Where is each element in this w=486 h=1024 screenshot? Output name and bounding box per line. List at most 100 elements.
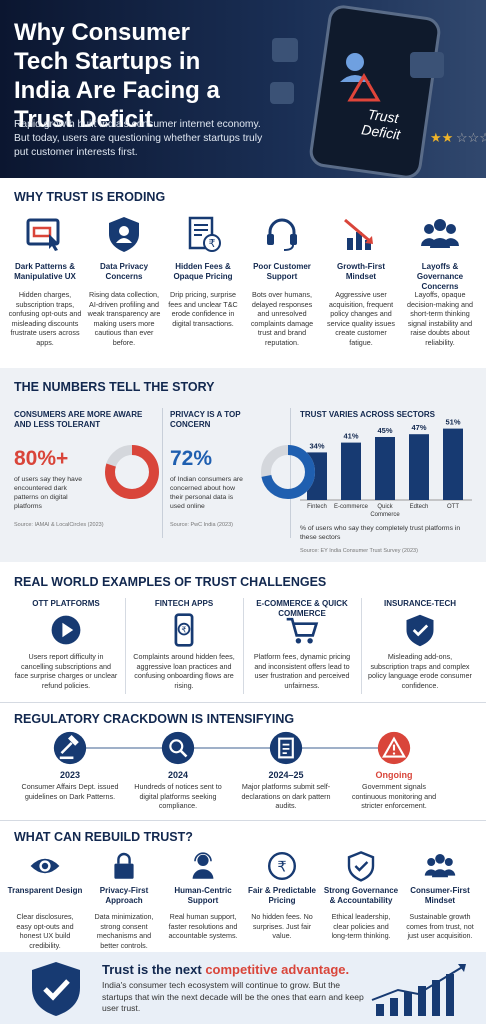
- chart-source: Source: EY India Consumer Trust Survey (…: [300, 548, 418, 554]
- timeline-year: 2023: [59, 770, 81, 780]
- subtitle: Rapid growth built India's consumer inte…: [14, 119, 263, 158]
- item-text: Layoffs, opaque decision-making and shor…: [407, 290, 473, 347]
- item-title: Growth-First Mindset: [337, 262, 385, 281]
- donut: [105, 445, 159, 499]
- footer-headline: Trust is the next competitive advantage.: [102, 962, 349, 977]
- rebuild-title: Transparent Design: [7, 886, 83, 895]
- icon: [267, 218, 297, 251]
- icon: [192, 852, 214, 879]
- section-heading: THE NUMBERS TELL THE STORY: [14, 380, 215, 394]
- x-tick-label: Quick Commerce: [370, 504, 400, 518]
- item-title: Poor Customer Support: [253, 262, 311, 281]
- svg-text:☆☆☆: ☆☆☆: [456, 130, 486, 145]
- section-heading: REAL WORLD EXAMPLES OF TRUST CHALLENGES: [14, 575, 327, 589]
- icon: [269, 731, 303, 765]
- divider: [125, 598, 126, 694]
- icon: [424, 854, 456, 878]
- card-title: CONSUMERS ARE MORE AWARE AND LESS TOLERA…: [14, 410, 143, 429]
- divider: [243, 598, 244, 694]
- item-text: Drip pricing, surprise fees and unclear …: [168, 290, 238, 328]
- footer-text: India's consumer tech ecosystem will con…: [102, 980, 364, 1013]
- divider: [290, 408, 291, 538]
- example-text: Complaints around hidden fees, aggressiv…: [133, 652, 235, 690]
- x-tick-label: Edtech: [409, 504, 429, 510]
- section-heading: REGULATORY CRACKDOWN IS INTENSIFYING: [14, 712, 295, 726]
- x-tick-label: Fintech: [307, 504, 327, 510]
- bar: [375, 437, 395, 500]
- donut: [261, 445, 315, 499]
- example-title: OTT PLATFORMS: [32, 599, 100, 608]
- rebuild-text: No hidden fees. No surprises. Just fair …: [251, 912, 313, 940]
- icon: [286, 617, 319, 644]
- growth-illustration: [371, 964, 466, 1016]
- rebuild-title: Human-Centric Support: [174, 886, 232, 905]
- rebuild-title: Privacy-First Approach: [99, 886, 149, 905]
- numbers-band: [0, 368, 486, 562]
- timeline-year: 2024: [167, 770, 189, 780]
- rebuild-text: Data minimization, strong consent mechan…: [94, 912, 154, 950]
- headline-start: Trust is the next: [102, 962, 202, 977]
- shield-icon: [32, 962, 80, 1016]
- item-title: Dark Patterns & Manipulative UX: [14, 262, 76, 281]
- x-tick-label: E-commerce: [334, 504, 369, 510]
- bar-label: 34%: [309, 441, 324, 450]
- timeline-year: Ongoing: [375, 770, 413, 780]
- timeline-text: Major platforms submit self-declarations…: [241, 782, 331, 810]
- item-text: Hidden charges, subscription traps, conf…: [8, 290, 82, 347]
- icon: ₹: [268, 852, 296, 880]
- divider: [0, 820, 486, 821]
- divider: [361, 598, 362, 694]
- rebuild-text: Real human support, faster resolutions a…: [168, 912, 238, 940]
- chart-title: TRUST VARIES ACROSS SECTORS: [300, 410, 435, 419]
- icon: [344, 218, 373, 250]
- timeline-text: Government signals continuous monitoring…: [351, 782, 437, 810]
- rebuild-text: Sustainable growth comes from trust, not…: [406, 912, 474, 940]
- icon: [114, 852, 134, 879]
- rebuild-title: Strong Governance & Accountability: [323, 886, 399, 905]
- divider: [0, 702, 486, 703]
- icon: [53, 731, 87, 765]
- icon: [109, 217, 139, 252]
- rebuild-text: Clear disclosures, easy opt-outs and hon…: [16, 912, 74, 950]
- donut-arc: [261, 445, 315, 499]
- example-text: Misleading add-ons, subscription traps a…: [368, 652, 472, 690]
- timeline-text: Consumer Affairs Dept. issued guidelines…: [21, 782, 119, 801]
- bar-chart: 34% 41% 45% 47% 51%: [300, 418, 472, 501]
- bar-label: 41%: [343, 432, 358, 441]
- card-source: Source: IAMAI & LocalCircles (2023): [14, 522, 104, 528]
- example-text: Platform fees, dynamic pricing and incon…: [253, 652, 351, 690]
- item-text: Bots over humans, delayed responses and …: [250, 290, 314, 347]
- item-text: Rising data collection, AI-driven profil…: [87, 290, 161, 347]
- icon: [161, 731, 195, 765]
- timeline: [70, 747, 400, 749]
- bar-label: 51%: [445, 418, 460, 427]
- icon: ₹: [174, 613, 194, 647]
- card-text: of users say they have encountered dark …: [14, 476, 83, 510]
- icon: [347, 851, 375, 882]
- bar-label: 47%: [411, 423, 426, 432]
- divider: [162, 408, 163, 538]
- icon: [406, 614, 434, 647]
- card-value: 72%: [170, 447, 213, 470]
- rebuild-title: Fair & Predictable Pricing: [247, 886, 317, 905]
- rebuild-text: Ethical leadership, clear policies and l…: [331, 912, 391, 940]
- svg-text:₹: ₹: [209, 238, 216, 250]
- icon: [51, 615, 81, 645]
- icon: [421, 219, 459, 248]
- donut-arc: [105, 445, 159, 499]
- card-text: of Indian consumers are concerned about …: [170, 476, 243, 510]
- svg-text:₹: ₹: [277, 860, 286, 876]
- item-title: Data Privacy Concerns: [99, 262, 149, 281]
- bar: [409, 434, 429, 500]
- section-heading: WHAT CAN REBUILD TRUST?: [14, 830, 193, 844]
- example-text: Users report difficulty in cancelling su…: [14, 652, 118, 690]
- bar-label: 45%: [377, 426, 392, 435]
- section-heading: WHY TRUST IS ERODING: [14, 190, 166, 204]
- icon: [26, 218, 60, 251]
- chart-caption: % of users who say they completely trust…: [300, 525, 461, 541]
- icon: [30, 858, 60, 874]
- bar: [443, 428, 463, 500]
- item-text: Aggressive user acquisition, frequent po…: [327, 290, 395, 347]
- card-value: 80%+: [14, 447, 69, 470]
